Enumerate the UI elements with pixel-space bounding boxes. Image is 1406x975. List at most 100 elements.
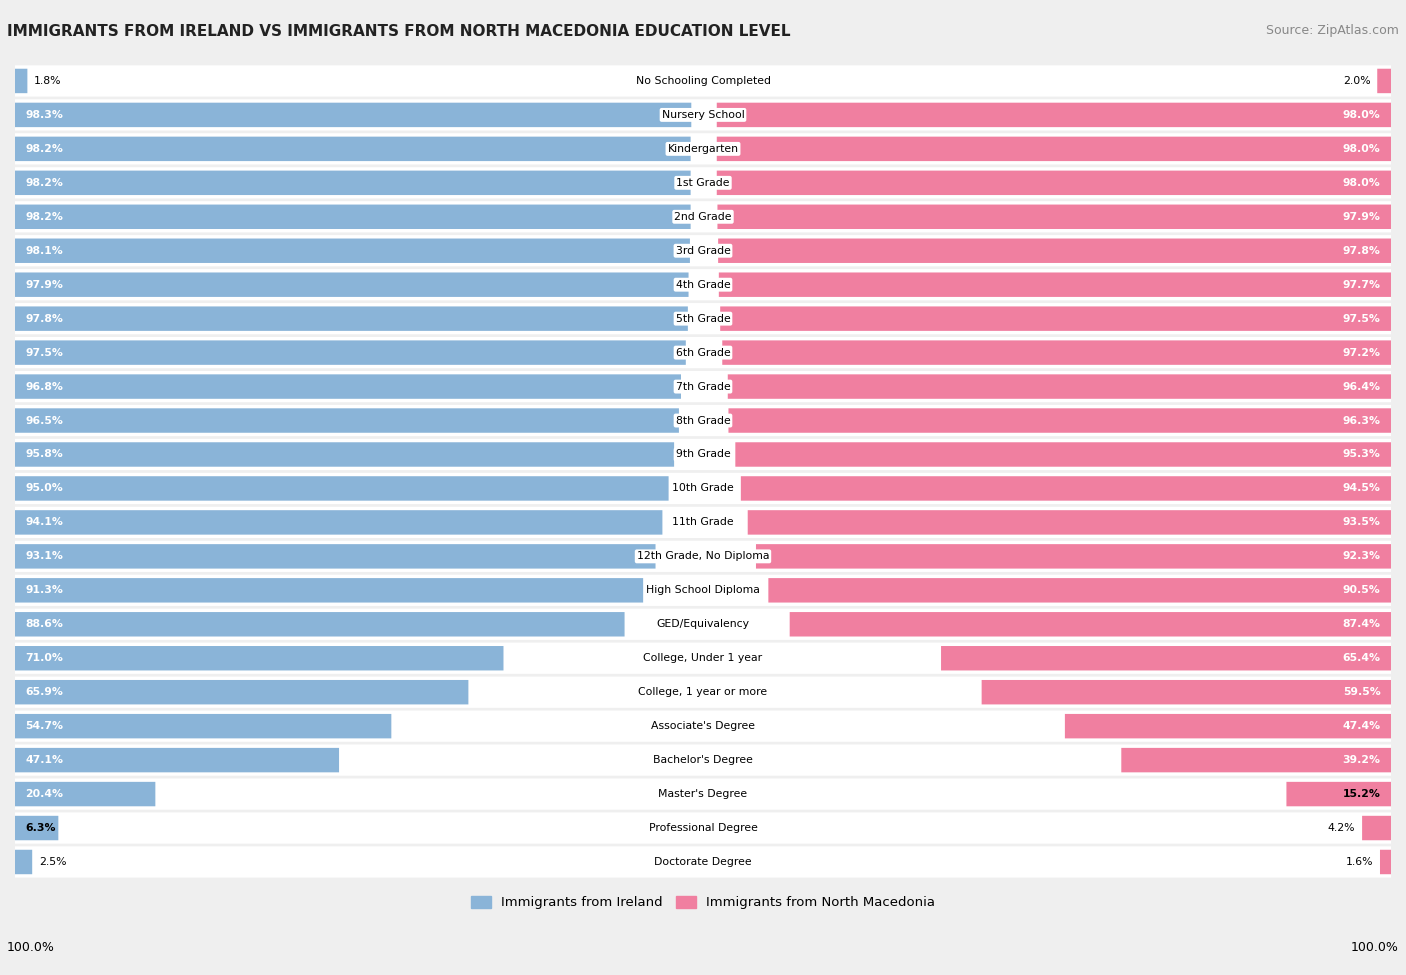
- Text: 94.1%: 94.1%: [25, 518, 63, 527]
- Text: 9th Grade: 9th Grade: [676, 449, 730, 459]
- FancyBboxPatch shape: [15, 205, 690, 229]
- FancyBboxPatch shape: [1381, 850, 1391, 875]
- FancyBboxPatch shape: [15, 167, 1391, 199]
- FancyBboxPatch shape: [15, 745, 1391, 776]
- Text: Nursery School: Nursery School: [662, 110, 744, 120]
- FancyBboxPatch shape: [15, 239, 690, 263]
- FancyBboxPatch shape: [15, 782, 155, 806]
- Text: 20.4%: 20.4%: [25, 789, 63, 800]
- FancyBboxPatch shape: [735, 443, 1391, 467]
- FancyBboxPatch shape: [1378, 68, 1391, 94]
- Text: Professional Degree: Professional Degree: [648, 823, 758, 833]
- Text: 2.0%: 2.0%: [1343, 76, 1371, 86]
- Text: 95.8%: 95.8%: [25, 449, 63, 459]
- Text: 1.8%: 1.8%: [34, 76, 62, 86]
- FancyBboxPatch shape: [756, 544, 1391, 568]
- Text: Master's Degree: Master's Degree: [658, 789, 748, 800]
- Text: 4.2%: 4.2%: [1327, 823, 1355, 833]
- Text: Doctorate Degree: Doctorate Degree: [654, 857, 752, 867]
- FancyBboxPatch shape: [15, 816, 58, 840]
- FancyBboxPatch shape: [15, 711, 1391, 742]
- FancyBboxPatch shape: [15, 646, 503, 671]
- FancyBboxPatch shape: [1122, 748, 1391, 772]
- Text: 97.5%: 97.5%: [25, 348, 63, 358]
- Text: 98.0%: 98.0%: [1343, 177, 1381, 188]
- FancyBboxPatch shape: [741, 476, 1391, 501]
- FancyBboxPatch shape: [15, 370, 1391, 403]
- Text: 71.0%: 71.0%: [25, 653, 63, 663]
- Text: 5th Grade: 5th Grade: [676, 314, 730, 324]
- FancyBboxPatch shape: [1064, 714, 1391, 738]
- FancyBboxPatch shape: [15, 272, 689, 297]
- FancyBboxPatch shape: [15, 439, 1391, 470]
- FancyBboxPatch shape: [15, 748, 339, 772]
- Text: Source: ZipAtlas.com: Source: ZipAtlas.com: [1265, 24, 1399, 37]
- Text: 2.5%: 2.5%: [39, 857, 66, 867]
- FancyBboxPatch shape: [15, 134, 1391, 165]
- FancyBboxPatch shape: [15, 68, 27, 94]
- Text: 87.4%: 87.4%: [1343, 619, 1381, 629]
- FancyBboxPatch shape: [15, 541, 1391, 572]
- FancyBboxPatch shape: [15, 507, 1391, 538]
- Text: IMMIGRANTS FROM IRELAND VS IMMIGRANTS FROM NORTH MACEDONIA EDUCATION LEVEL: IMMIGRANTS FROM IRELAND VS IMMIGRANTS FR…: [7, 24, 790, 39]
- FancyBboxPatch shape: [15, 340, 686, 365]
- FancyBboxPatch shape: [717, 102, 1391, 127]
- Text: Kindergarten: Kindergarten: [668, 144, 738, 154]
- Text: 94.5%: 94.5%: [1343, 484, 1381, 493]
- Text: 100.0%: 100.0%: [7, 941, 55, 954]
- Text: College, Under 1 year: College, Under 1 year: [644, 653, 762, 663]
- FancyBboxPatch shape: [15, 337, 1391, 369]
- FancyBboxPatch shape: [15, 612, 624, 637]
- FancyBboxPatch shape: [718, 272, 1391, 297]
- FancyBboxPatch shape: [15, 171, 690, 195]
- Text: 6th Grade: 6th Grade: [676, 348, 730, 358]
- Text: 12th Grade, No Diploma: 12th Grade, No Diploma: [637, 552, 769, 562]
- FancyBboxPatch shape: [15, 136, 690, 161]
- FancyBboxPatch shape: [1362, 816, 1391, 840]
- Text: 8th Grade: 8th Grade: [676, 415, 730, 425]
- Text: 11th Grade: 11th Grade: [672, 518, 734, 527]
- Text: 97.8%: 97.8%: [1343, 246, 1381, 255]
- Text: 47.4%: 47.4%: [1343, 722, 1381, 731]
- FancyBboxPatch shape: [15, 778, 1391, 809]
- Text: 90.5%: 90.5%: [1343, 585, 1381, 596]
- Legend: Immigrants from Ireland, Immigrants from North Macedonia: Immigrants from Ireland, Immigrants from…: [465, 890, 941, 915]
- FancyBboxPatch shape: [717, 171, 1391, 195]
- FancyBboxPatch shape: [15, 578, 643, 603]
- FancyBboxPatch shape: [15, 677, 1391, 708]
- Text: 65.4%: 65.4%: [1343, 653, 1381, 663]
- FancyBboxPatch shape: [15, 303, 1391, 334]
- FancyBboxPatch shape: [15, 99, 1391, 131]
- FancyBboxPatch shape: [15, 608, 1391, 640]
- FancyBboxPatch shape: [15, 235, 1391, 266]
- Text: No Schooling Completed: No Schooling Completed: [636, 76, 770, 86]
- Text: 54.7%: 54.7%: [25, 722, 63, 731]
- FancyBboxPatch shape: [981, 680, 1391, 704]
- FancyBboxPatch shape: [15, 574, 1391, 605]
- Text: 98.0%: 98.0%: [1343, 144, 1381, 154]
- Text: 39.2%: 39.2%: [1343, 755, 1381, 765]
- FancyBboxPatch shape: [720, 306, 1391, 331]
- Text: 97.8%: 97.8%: [25, 314, 63, 324]
- Text: 7th Grade: 7th Grade: [676, 381, 730, 392]
- Text: 98.1%: 98.1%: [25, 246, 63, 255]
- FancyBboxPatch shape: [15, 510, 662, 534]
- FancyBboxPatch shape: [15, 102, 692, 127]
- FancyBboxPatch shape: [717, 136, 1391, 161]
- Text: 65.9%: 65.9%: [25, 687, 63, 697]
- Text: 1.6%: 1.6%: [1346, 857, 1374, 867]
- Text: 97.5%: 97.5%: [1343, 314, 1381, 324]
- FancyBboxPatch shape: [15, 65, 1391, 97]
- Text: 59.5%: 59.5%: [1343, 687, 1381, 697]
- FancyBboxPatch shape: [15, 846, 1391, 878]
- FancyBboxPatch shape: [718, 239, 1391, 263]
- FancyBboxPatch shape: [717, 205, 1391, 229]
- FancyBboxPatch shape: [15, 473, 1391, 504]
- Text: 100.0%: 100.0%: [1351, 941, 1399, 954]
- Text: 95.0%: 95.0%: [25, 484, 63, 493]
- FancyBboxPatch shape: [15, 812, 1391, 843]
- Text: 88.6%: 88.6%: [25, 619, 63, 629]
- Text: 91.3%: 91.3%: [25, 585, 63, 596]
- Text: High School Diploma: High School Diploma: [647, 585, 759, 596]
- Text: 2nd Grade: 2nd Grade: [675, 212, 731, 221]
